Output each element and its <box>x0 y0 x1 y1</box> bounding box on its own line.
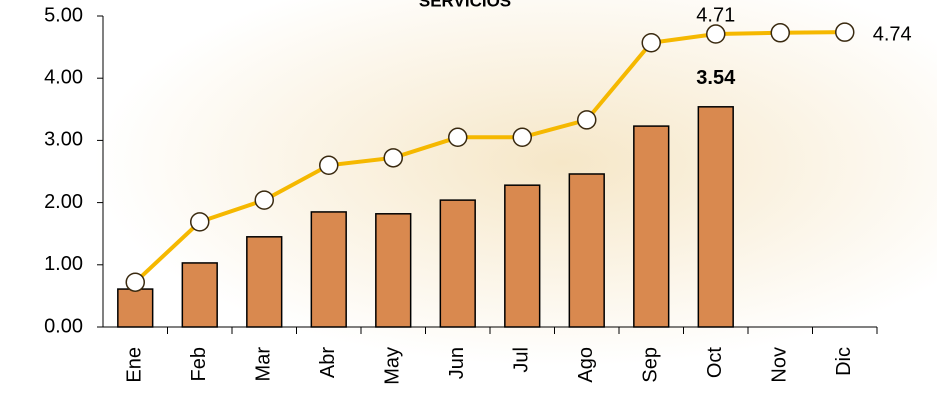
marker <box>770 23 790 43</box>
line <box>133 30 845 284</box>
data-label: 4.71 <box>696 4 735 26</box>
x-tick-label: Ago <box>575 347 597 383</box>
x-tick-label: Oct <box>704 347 726 379</box>
marker <box>125 272 145 292</box>
bar <box>246 236 283 328</box>
bar <box>181 262 218 328</box>
x-tick-label: Sep <box>640 347 662 383</box>
marker <box>706 24 726 44</box>
y-tick-label: 5.00 <box>44 4 83 26</box>
marker <box>190 212 210 232</box>
marker <box>577 110 597 130</box>
x-tick-label: Nov <box>769 347 791 383</box>
bar <box>697 106 734 328</box>
bar <box>117 288 154 328</box>
marker <box>319 155 339 176</box>
bar <box>633 125 670 328</box>
bar <box>568 173 605 328</box>
y-tick-label: 2.00 <box>44 191 83 213</box>
x-tick-label: Feb <box>188 347 210 381</box>
x-tick-label: Mar <box>253 347 275 382</box>
marker <box>383 148 403 168</box>
marker <box>254 190 274 210</box>
bar <box>375 213 412 328</box>
marker <box>512 127 532 148</box>
bar <box>310 211 347 328</box>
x-tick-label: Jul <box>511 347 533 373</box>
y-tick-label: 0.00 <box>44 315 83 337</box>
y-tick-label: 4.00 <box>44 66 83 88</box>
bar <box>439 199 476 328</box>
x-tick-label: Ene <box>124 347 146 383</box>
data-label: 4.74 <box>873 23 912 45</box>
x-tick-label: May <box>382 347 404 385</box>
marker <box>641 32 661 53</box>
data-label: 3.54 <box>696 67 736 89</box>
x-tick-label: Dic <box>833 347 855 376</box>
chart-title: SERVICIOS <box>419 0 511 10</box>
x-tick-label: Abr <box>317 347 339 378</box>
marker <box>835 22 855 42</box>
x-tick-label: Jun <box>446 347 468 379</box>
y-tick-label: 3.00 <box>44 129 83 151</box>
bar <box>504 184 541 328</box>
y-tick-label: 1.00 <box>44 253 83 275</box>
marker <box>448 127 468 148</box>
